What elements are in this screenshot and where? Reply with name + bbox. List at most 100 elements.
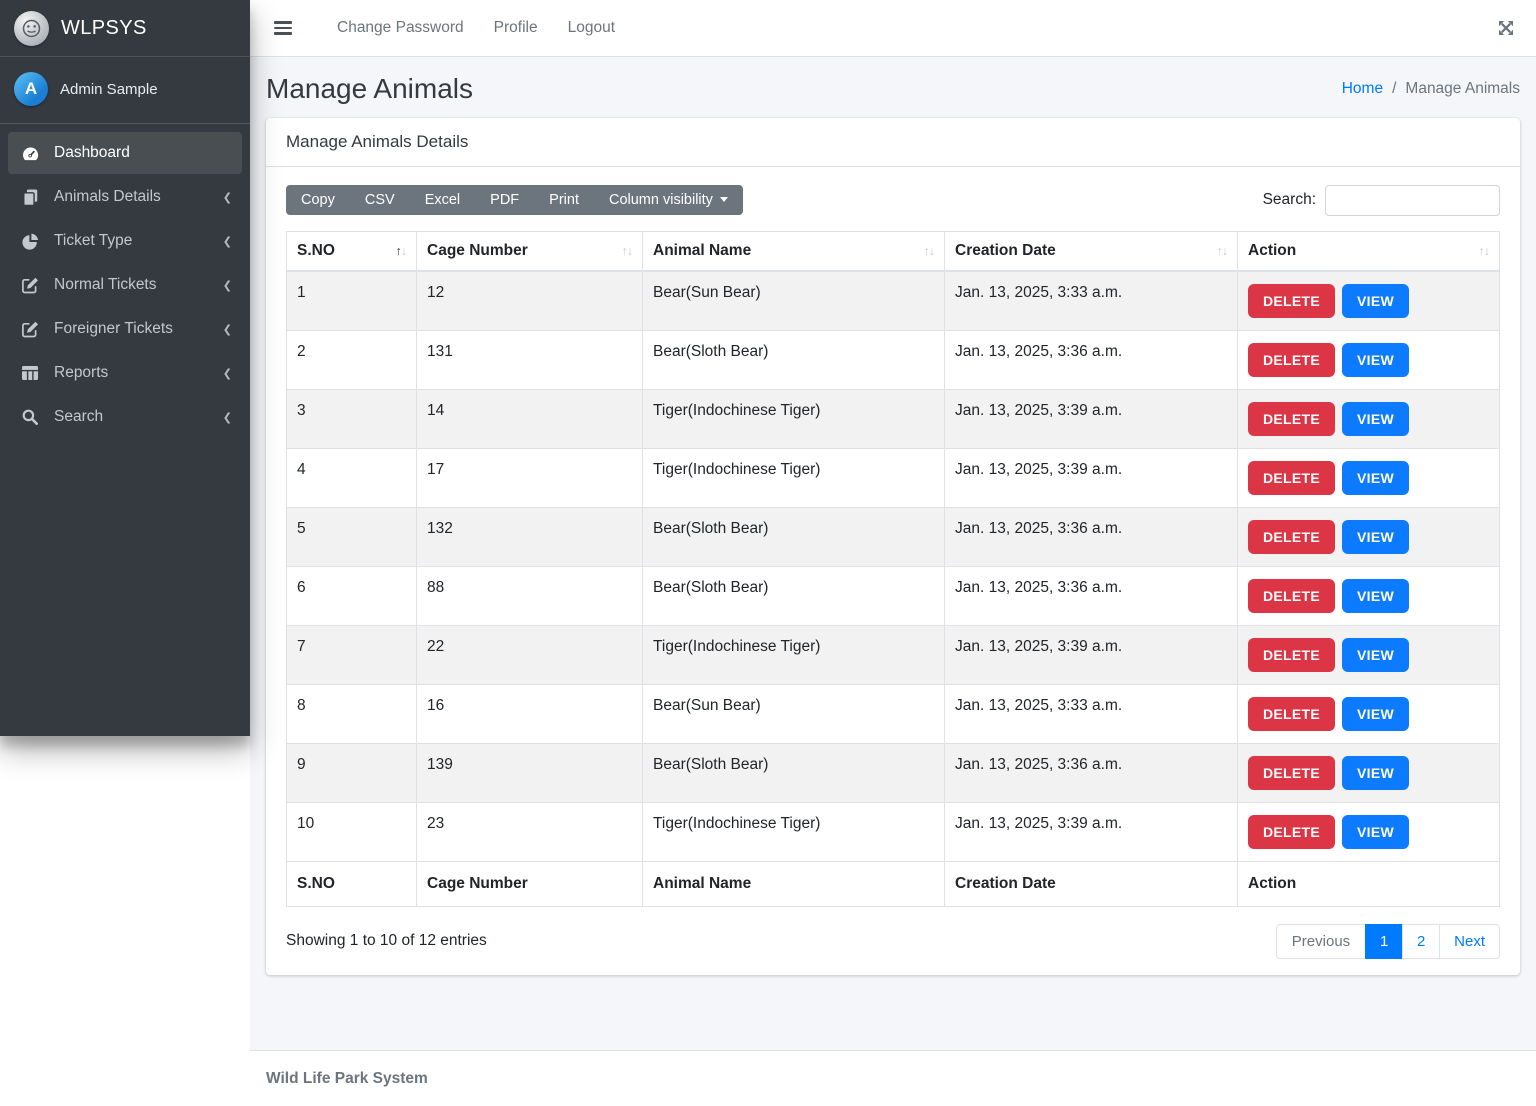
cell-cage: 139	[416, 742, 643, 803]
chevron-left-icon: ❮	[222, 411, 232, 424]
breadcrumb-current: Manage Animals	[1405, 80, 1520, 98]
cell-sno: 4	[286, 447, 417, 508]
cell-animal-name: Tiger(Indochinese Tiger)	[642, 388, 945, 449]
delete-button[interactable]: DELETE	[1248, 814, 1336, 849]
cell-actions: DELETE VIEW	[1237, 624, 1500, 685]
cell-animal-name: Bear(Sloth Bear)	[642, 329, 945, 390]
view-button[interactable]: VIEW	[1342, 342, 1410, 377]
column-visibility-dropdown[interactable]: Column visibility	[594, 185, 743, 215]
footer-header-animal-name: Animal Name	[642, 860, 945, 907]
brand-logo-icon	[14, 10, 49, 46]
navbar-link-profile[interactable]: Profile	[493, 19, 538, 36]
cell-actions: DELETE VIEW	[1237, 388, 1500, 449]
column-header-animal-name[interactable]: Animal Name ↑↓	[642, 230, 945, 272]
cell-actions: DELETE VIEW	[1237, 683, 1500, 744]
sidebar-item-label: Normal Tickets	[54, 276, 157, 293]
fullscreen-expand-icon[interactable]	[1492, 14, 1520, 42]
breadcrumb-home-link[interactable]: Home	[1341, 80, 1384, 98]
pagination-page-2-button[interactable]: 2	[1402, 923, 1441, 959]
brand-title: WLPSYS	[61, 16, 147, 39]
column-header-action[interactable]: Action ↑↓	[1237, 230, 1500, 272]
table-row: 3 14 Tiger(Indochinese Tiger) Jan. 13, 2…	[286, 388, 1500, 449]
edit-icon	[18, 277, 42, 294]
delete-button[interactable]: DELETE	[1248, 519, 1336, 554]
sort-icon: ↑↓	[1478, 243, 1491, 258]
column-header-sno[interactable]: S.NO ↑↓	[286, 230, 417, 272]
hamburger-menu-icon[interactable]	[266, 11, 300, 45]
excel-button[interactable]: Excel	[410, 185, 475, 215]
view-button[interactable]: VIEW	[1342, 519, 1410, 554]
pdf-button[interactable]: PDF	[475, 185, 534, 215]
search-input[interactable]	[1325, 184, 1500, 216]
table-search: Search:	[1262, 184, 1500, 216]
sidebar-item-foreigner-tickets[interactable]: Foreigner Tickets ❮	[8, 308, 242, 350]
table-row: 4 17 Tiger(Indochinese Tiger) Jan. 13, 2…	[286, 447, 1500, 508]
content-header: Manage Animals Home / Manage Animals	[250, 57, 1536, 118]
export-button-group: Copy CSV Excel PDF Print Column visibili…	[286, 185, 743, 216]
table-row: 9 139 Bear(Sloth Bear) Jan. 13, 2025, 3:…	[286, 742, 1500, 803]
sidebar-item-normal-tickets[interactable]: Normal Tickets ❮	[8, 264, 242, 306]
view-button[interactable]: VIEW	[1342, 637, 1410, 672]
cell-cage: 17	[416, 447, 643, 508]
main-area: Change Password Profile Logout Manage An…	[250, 0, 1536, 1106]
cell-creation-date: Jan. 13, 2025, 3:39 a.m.	[944, 624, 1238, 685]
entries-info: Showing 1 to 10 of 12 entries	[286, 932, 487, 950]
footer-header-sno: S.NO	[286, 860, 417, 907]
cell-cage: 23	[416, 801, 643, 862]
column-header-creation-date[interactable]: Creation Date ↑↓	[944, 230, 1238, 272]
view-button[interactable]: VIEW	[1342, 460, 1410, 495]
table-row: 1 12 Bear(Sun Bear) Jan. 13, 2025, 3:33 …	[286, 270, 1500, 331]
footer-header-creation-date: Creation Date	[944, 860, 1238, 907]
sidebar-item-animals-details[interactable]: Animals Details ❮	[8, 176, 242, 218]
cell-sno: 6	[286, 565, 417, 626]
sidebar-item-reports[interactable]: Reports ❮	[8, 352, 242, 394]
delete-button[interactable]: DELETE	[1248, 696, 1336, 731]
cell-creation-date: Jan. 13, 2025, 3:36 a.m.	[944, 742, 1238, 803]
table-toolbar: Copy CSV Excel PDF Print Column visibili…	[286, 184, 1500, 216]
sidebar-item-search[interactable]: Search ❮	[8, 396, 242, 438]
pagination-previous-button[interactable]: Previous	[1275, 923, 1367, 959]
chevron-left-icon: ❮	[222, 191, 232, 204]
cell-sno: 5	[286, 506, 417, 567]
pagination-next-button[interactable]: Next	[1439, 923, 1500, 959]
navbar-link-logout[interactable]: Logout	[567, 19, 616, 36]
cell-sno: 9	[286, 742, 417, 803]
sidebar-item-ticket-type[interactable]: Ticket Type ❮	[8, 220, 242, 262]
delete-button[interactable]: DELETE	[1248, 460, 1336, 495]
view-button[interactable]: VIEW	[1342, 814, 1410, 849]
table-bottom-bar: Showing 1 to 10 of 12 entries Previous 1…	[286, 923, 1500, 959]
table-row: 2 131 Bear(Sloth Bear) Jan. 13, 2025, 3:…	[286, 329, 1500, 390]
chevron-left-icon: ❮	[222, 323, 232, 336]
column-header-cage-number[interactable]: Cage Number ↑↓	[416, 230, 643, 272]
tachometer-icon	[18, 146, 42, 161]
view-button[interactable]: VIEW	[1342, 283, 1410, 318]
delete-button[interactable]: DELETE	[1248, 578, 1336, 613]
brand[interactable]: WLPSYS	[0, 0, 250, 57]
sidebar-item-dashboard[interactable]: Dashboard	[8, 132, 242, 174]
edit-icon	[18, 321, 42, 338]
view-button[interactable]: VIEW	[1342, 755, 1410, 790]
print-button[interactable]: Print	[534, 185, 594, 215]
page-title: Manage Animals	[266, 73, 474, 104]
delete-button[interactable]: DELETE	[1248, 401, 1336, 436]
cell-sno: 10	[286, 801, 417, 862]
card-title: Manage Animals Details	[266, 118, 1520, 167]
delete-button[interactable]: DELETE	[1248, 637, 1336, 672]
cell-animal-name: Bear(Sun Bear)	[642, 683, 945, 744]
delete-button[interactable]: DELETE	[1248, 755, 1336, 790]
sidebar-item-label: Animals Details	[54, 188, 161, 205]
cell-creation-date: Jan. 13, 2025, 3:39 a.m.	[944, 447, 1238, 508]
view-button[interactable]: VIEW	[1342, 401, 1410, 436]
view-button[interactable]: VIEW	[1342, 696, 1410, 731]
delete-button[interactable]: DELETE	[1248, 342, 1336, 377]
csv-button[interactable]: CSV	[350, 185, 410, 215]
search-label: Search:	[1262, 191, 1316, 209]
delete-button[interactable]: DELETE	[1248, 283, 1336, 318]
view-button[interactable]: VIEW	[1342, 578, 1410, 613]
copy-button[interactable]: Copy	[286, 185, 350, 215]
pagination-page-1-button[interactable]: 1	[1365, 923, 1404, 959]
cell-cage: 16	[416, 683, 643, 744]
navbar-link-change-password[interactable]: Change Password	[337, 19, 464, 36]
chevron-left-icon: ❮	[222, 279, 232, 292]
top-navbar: Change Password Profile Logout	[250, 0, 1536, 57]
